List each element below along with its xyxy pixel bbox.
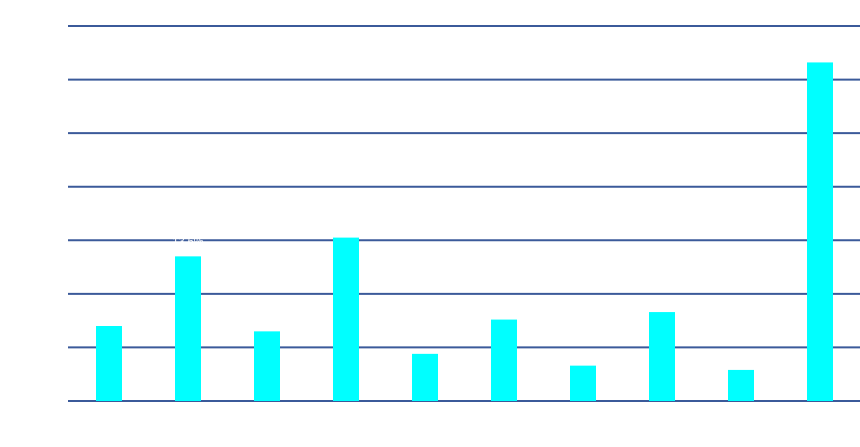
bar [333,237,359,401]
bar [807,62,833,402]
bar [175,256,201,401]
data-label: 13.6% [172,236,203,248]
bar [570,365,596,401]
bar [96,326,122,401]
bars [96,62,833,402]
bar [254,331,280,401]
bar [649,312,675,401]
bar [491,319,517,401]
bar [728,369,754,401]
bar [412,353,438,401]
data-labels: 13.6% [172,236,203,248]
